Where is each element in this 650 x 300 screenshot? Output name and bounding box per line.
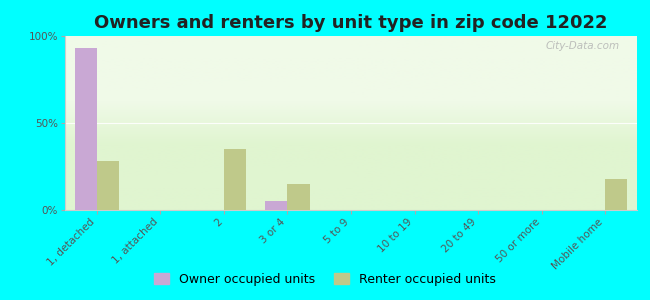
Bar bbox=[605, 179, 627, 210]
Bar bbox=[97, 161, 119, 210]
Legend: Owner occupied units, Renter occupied units: Owner occupied units, Renter occupied un… bbox=[149, 268, 501, 291]
Title: Owners and renters by unit type in zip code 12022: Owners and renters by unit type in zip c… bbox=[94, 14, 608, 32]
Text: City-Data.com: City-Data.com bbox=[546, 41, 620, 51]
Bar bbox=[265, 201, 287, 210]
Bar bbox=[287, 184, 309, 210]
Bar bbox=[224, 149, 246, 210]
Bar bbox=[75, 48, 97, 210]
